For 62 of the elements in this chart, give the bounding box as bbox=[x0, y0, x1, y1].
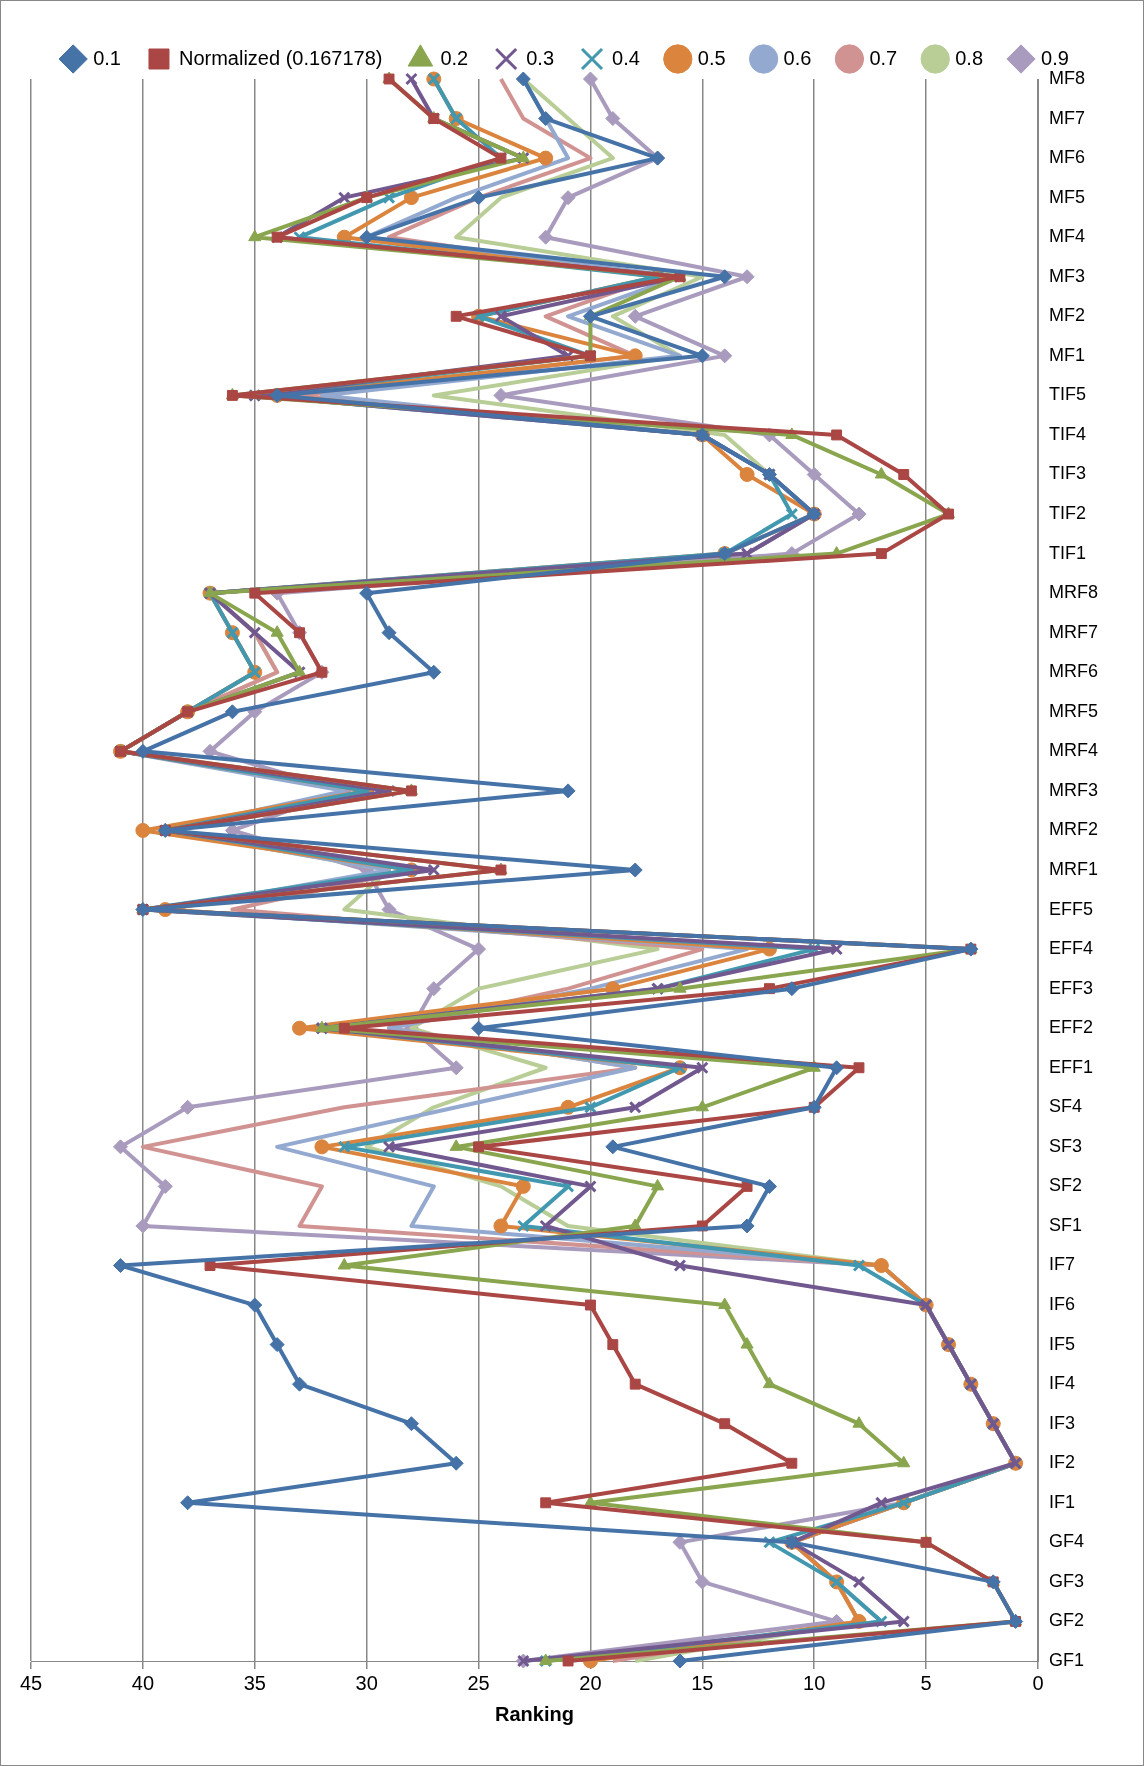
legend-label: 0.3 bbox=[526, 46, 555, 69]
y-tick-label: MRF4 bbox=[1049, 740, 1098, 761]
y-tick-label: GF3 bbox=[1049, 1570, 1085, 1591]
y-tick-label: SF4 bbox=[1049, 1096, 1083, 1117]
y-tick-label: TIF3 bbox=[1049, 463, 1087, 484]
legend-label: 0.8 bbox=[955, 46, 984, 69]
y-tick-label: SF1 bbox=[1049, 1214, 1083, 1235]
x-tick-label: 20 bbox=[579, 1671, 602, 1694]
legend-label: Normalized (0.167178) bbox=[178, 46, 383, 69]
legend-label: 0.5 bbox=[697, 46, 726, 69]
y-tick-label: IF5 bbox=[1049, 1333, 1076, 1354]
y-tick-label: MF2 bbox=[1049, 305, 1085, 326]
legend-label: 0.9 bbox=[1041, 46, 1069, 69]
y-tick-label: MRF1 bbox=[1049, 858, 1098, 879]
legend-label: 0.7 bbox=[869, 46, 898, 69]
y-tick-label: TIF4 bbox=[1049, 423, 1087, 444]
y-tick-label: MF8 bbox=[1049, 67, 1085, 88]
y-tick-label: MF4 bbox=[1049, 226, 1085, 247]
y-tick-label: TIF2 bbox=[1049, 503, 1087, 524]
y-tick-label: GF4 bbox=[1049, 1531, 1085, 1552]
y-tick-label: EFF2 bbox=[1049, 1017, 1094, 1038]
y-tick-label: IF3 bbox=[1049, 1412, 1076, 1433]
x-tick-label: 35 bbox=[243, 1671, 266, 1694]
x-tick-label: 0 bbox=[1032, 1671, 1044, 1694]
y-tick-label: MF5 bbox=[1049, 186, 1085, 207]
y-tick-label: MF7 bbox=[1049, 107, 1085, 128]
y-tick-label: IF7 bbox=[1049, 1254, 1076, 1275]
x-tick-label: 45 bbox=[19, 1671, 43, 1694]
x-tick-label: 15 bbox=[691, 1671, 714, 1694]
y-tick-label: EFF1 bbox=[1049, 1056, 1094, 1077]
y-tick-label: SF3 bbox=[1049, 1135, 1083, 1156]
y-tick-label: SF2 bbox=[1049, 1175, 1083, 1196]
y-tick-label: TIF5 bbox=[1049, 384, 1087, 405]
y-tick-label: MRF6 bbox=[1049, 661, 1098, 682]
y-tick-label: IF4 bbox=[1049, 1373, 1076, 1394]
y-tick-label: MF6 bbox=[1049, 147, 1085, 168]
y-tick-label: IF2 bbox=[1049, 1452, 1076, 1473]
x-tick-label: 10 bbox=[803, 1671, 826, 1694]
x-tick-label: 25 bbox=[467, 1671, 490, 1694]
y-tick-label: EFF3 bbox=[1049, 977, 1094, 998]
y-tick-label: MF3 bbox=[1049, 265, 1085, 286]
y-tick-label: GF2 bbox=[1049, 1610, 1085, 1631]
y-tick-label: MRF7 bbox=[1049, 621, 1098, 642]
y-tick-label: TIF1 bbox=[1049, 542, 1087, 563]
y-tick-label: MRF5 bbox=[1049, 700, 1098, 721]
legend-label: 0.4 bbox=[612, 46, 640, 69]
y-tick-label: IF6 bbox=[1049, 1294, 1076, 1315]
legend-label: 0.1 bbox=[93, 46, 121, 69]
y-tick-label: MRF3 bbox=[1049, 779, 1098, 800]
x-tick-label: 5 bbox=[920, 1671, 932, 1694]
y-tick-label: EFF4 bbox=[1049, 938, 1094, 959]
y-tick-label: MF1 bbox=[1049, 344, 1085, 365]
y-tick-label: GF1 bbox=[1049, 1649, 1085, 1670]
y-tick-label: MRF2 bbox=[1049, 819, 1098, 840]
y-tick-label: MRF8 bbox=[1049, 582, 1098, 603]
y-tick-label: EFF5 bbox=[1049, 898, 1094, 919]
legend-label: 0.2 bbox=[440, 46, 469, 69]
y-tick-label: IF1 bbox=[1049, 1491, 1076, 1512]
x-tick-label: 30 bbox=[355, 1671, 378, 1694]
legend-label: 0.6 bbox=[783, 46, 812, 69]
x-axis-title: Ranking bbox=[495, 1702, 574, 1725]
x-tick-label: 40 bbox=[131, 1671, 155, 1694]
